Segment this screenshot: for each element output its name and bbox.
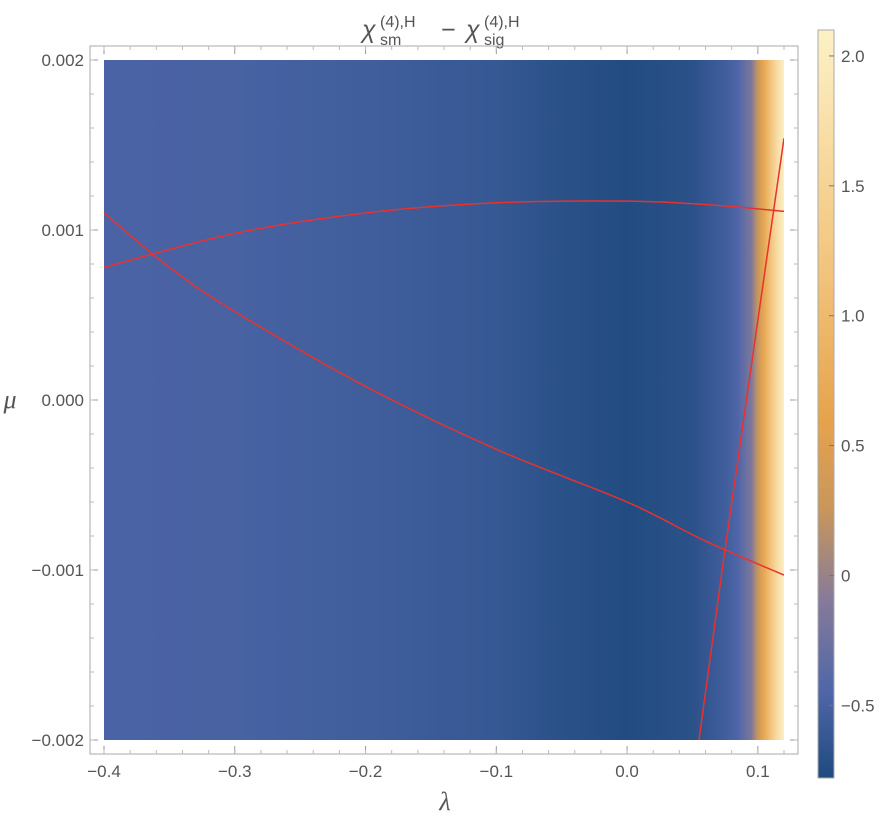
y-tick-label: 0.002 bbox=[41, 51, 84, 70]
title-minus: − bbox=[441, 16, 456, 44]
colorbar-tick-label: 1.0 bbox=[841, 307, 865, 326]
title-sup-right: (4),H bbox=[484, 14, 520, 31]
contour-curves bbox=[104, 138, 784, 740]
title-chi-right: χ bbox=[464, 16, 480, 44]
x-tick-label: 0.1 bbox=[746, 762, 770, 781]
title-sup-left: (4),H bbox=[380, 14, 416, 31]
contour-curve-1 bbox=[104, 200, 784, 269]
y-tick-label: 0.001 bbox=[41, 221, 84, 240]
y-axis-ticks: −0.002 −0.001 0.000 0.001 0.002 bbox=[32, 51, 798, 750]
colorbar-tick-label: 0 bbox=[841, 566, 850, 585]
colorbar bbox=[817, 29, 835, 779]
colorbar-ticks: −0.5 0 0.5 1.0 1.5 2.0 bbox=[829, 47, 875, 715]
x-axis-ticks: −0.4 −0.3 −0.2 −0.1 0.0 0.1 bbox=[87, 46, 785, 781]
y-tick-label: −0.001 bbox=[32, 561, 84, 580]
x-tick-label: 0.0 bbox=[615, 762, 639, 781]
x-tick-label: −0.2 bbox=[349, 762, 383, 781]
x-axis-label: λ bbox=[438, 787, 450, 816]
heatmap-field bbox=[104, 60, 784, 740]
x-tick-label: −0.3 bbox=[218, 762, 252, 781]
title-sub-left: sm bbox=[380, 32, 401, 49]
contour-curve-3 bbox=[698, 138, 784, 740]
x-tick-label: −0.4 bbox=[87, 762, 121, 781]
colorbar-tick-label: 1.5 bbox=[841, 177, 865, 196]
title-chi-left: χ bbox=[360, 16, 376, 44]
y-tick-label: 0.000 bbox=[41, 391, 84, 410]
y-axis-label: μ bbox=[2, 385, 16, 414]
chart-title: χ (4),H sm − χ (4),H sig bbox=[360, 14, 520, 49]
x-tick-label: −0.1 bbox=[480, 762, 514, 781]
contour-curve-2 bbox=[104, 212, 784, 576]
y-tick-label: −0.002 bbox=[32, 731, 84, 750]
colorbar-tick-label: −0.5 bbox=[841, 696, 875, 715]
colorbar-tick-label: 2.0 bbox=[841, 47, 865, 66]
title-sub-right: sig bbox=[484, 32, 504, 49]
colorbar-tick-label: 0.5 bbox=[841, 437, 865, 456]
